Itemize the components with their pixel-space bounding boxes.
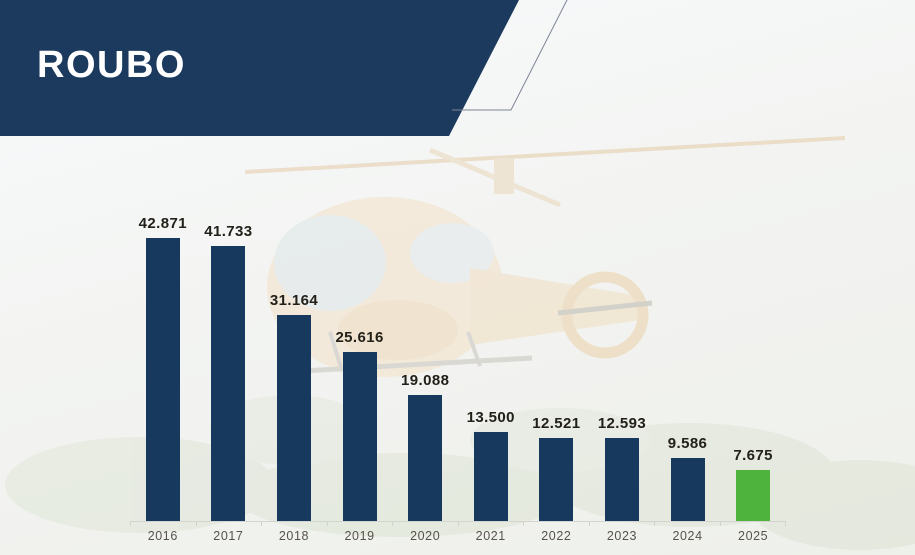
bar-slot-2025: 7.675 xyxy=(720,447,786,521)
axis-tick xyxy=(785,521,786,526)
bar-slot-2017: 41.733 xyxy=(196,223,262,521)
bar-slot-2018: 31.164 xyxy=(261,292,327,521)
year-label-2018: 2018 xyxy=(278,529,310,543)
axis-tick xyxy=(195,521,197,526)
year-label-2024: 2024 xyxy=(672,529,703,543)
page-title: ROUBO xyxy=(37,44,186,86)
value-label-2018: 31.164 xyxy=(269,292,319,309)
axis-tick xyxy=(326,521,328,526)
value-label-2024: 9.586 xyxy=(667,435,708,452)
bar-slot-2020: 19.088 xyxy=(392,372,458,521)
value-label-2016: 42.871 xyxy=(138,215,187,232)
value-label-2017: 41.733 xyxy=(204,223,253,240)
year-label-2023: 2023 xyxy=(606,529,638,543)
year-label-2022: 2022 xyxy=(541,529,572,543)
header-banner xyxy=(0,0,519,136)
bar-slot-2024: 9.586 xyxy=(655,435,721,521)
value-label-2025: 7.675 xyxy=(733,447,773,464)
bar-2019 xyxy=(342,352,377,521)
axis-tick xyxy=(392,521,393,526)
year-label-2025: 2025 xyxy=(738,529,769,543)
axis-tick xyxy=(523,521,524,526)
bar-2023 xyxy=(604,438,639,521)
bar-slot-2023: 12.593 xyxy=(589,415,655,521)
x-axis-labels: 2016 2017 2018 2019 2020 2021 2022 2023 2024 2025 xyxy=(130,529,786,543)
year-label-2021: 2021 xyxy=(475,529,506,543)
x-axis-line xyxy=(130,521,786,526)
value-label-2020: 19.088 xyxy=(401,372,450,389)
bar-slot-2022: 12.521 xyxy=(524,415,590,521)
axis-tick xyxy=(719,521,721,526)
bar-chart: 42.871 41.733 31.164 25.616 19.088 13.500 12.5… xyxy=(130,215,786,543)
bar-slot-2021: 13.500 xyxy=(458,409,524,521)
bar-2022 xyxy=(539,438,574,521)
axis-tick xyxy=(457,521,459,526)
value-label-2019: 25.616 xyxy=(335,329,384,346)
bar-2020 xyxy=(408,395,443,521)
bar-2024 xyxy=(670,458,705,521)
bar-2025 xyxy=(736,470,771,521)
value-label-2021: 13.500 xyxy=(466,409,515,426)
bar-2016 xyxy=(145,238,180,521)
value-label-2023: 12.593 xyxy=(597,415,647,432)
plot-area: 42.871 41.733 31.164 25.616 19.088 13.500 12.5… xyxy=(130,215,786,521)
year-label-2017: 2017 xyxy=(213,529,244,543)
year-label-2019: 2019 xyxy=(344,529,375,543)
axis-tick xyxy=(261,521,262,526)
bar-slot-2019: 25.616 xyxy=(327,329,393,521)
bar-2021 xyxy=(473,432,508,521)
bar-slot-2016: 42.871 xyxy=(130,215,196,521)
year-label-2020: 2020 xyxy=(410,529,441,543)
axis-tick xyxy=(654,521,655,526)
bar-2018 xyxy=(276,315,311,521)
year-label-2016: 2016 xyxy=(147,529,178,543)
bar-2017 xyxy=(211,246,246,521)
value-label-2022: 12.521 xyxy=(532,415,581,432)
axis-tick xyxy=(130,521,131,526)
axis-tick xyxy=(588,521,590,526)
